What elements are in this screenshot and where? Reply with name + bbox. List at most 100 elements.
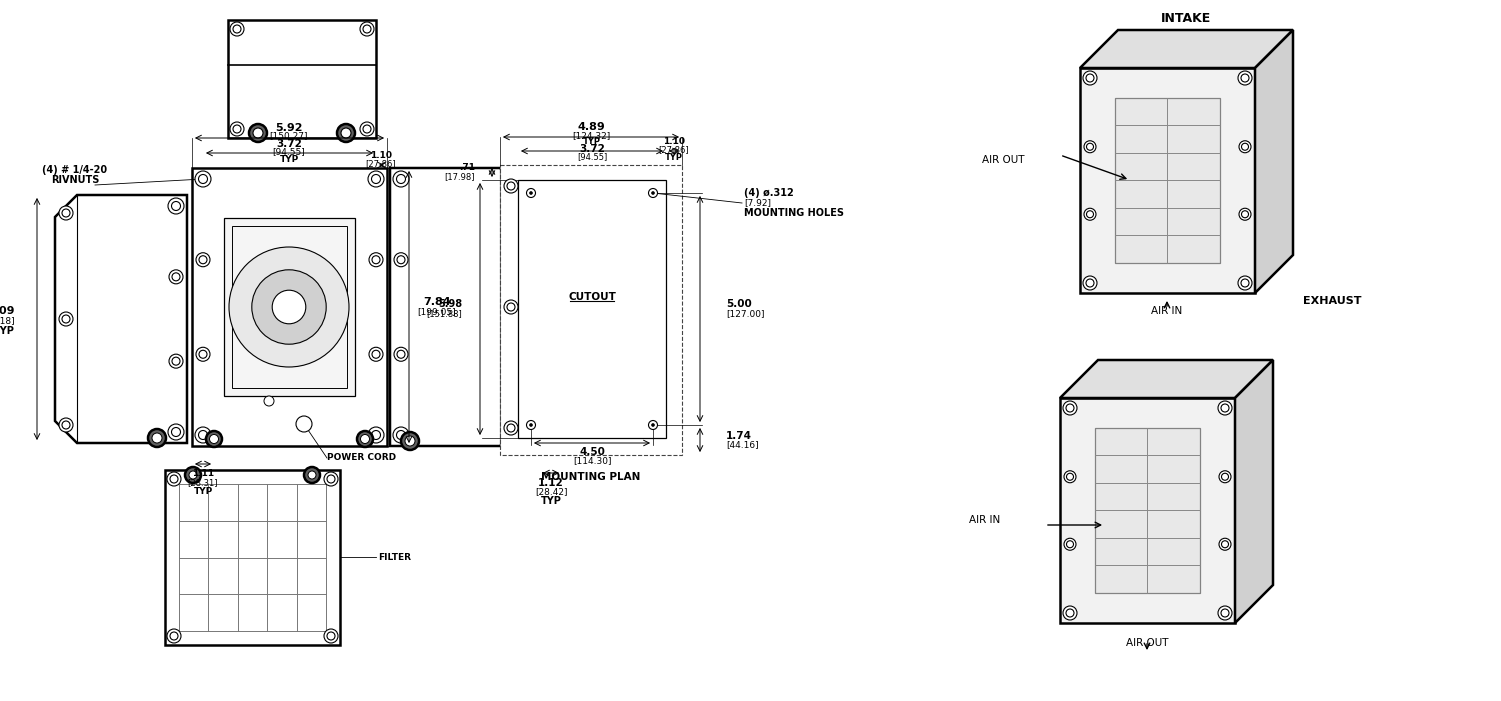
Circle shape	[189, 471, 197, 479]
Circle shape	[230, 122, 245, 136]
Text: 5.00: 5.00	[726, 299, 752, 309]
Text: [124.32]: [124.32]	[572, 132, 609, 140]
Bar	[224, 218, 356, 396]
Polygon shape	[1255, 30, 1292, 293]
Bar	[228, 20, 375, 138]
Text: FILTER: FILTER	[378, 552, 411, 562]
Polygon shape	[56, 195, 188, 443]
Circle shape	[170, 354, 183, 368]
Circle shape	[324, 629, 338, 643]
Text: 5.98: 5.98	[438, 299, 462, 309]
Circle shape	[59, 312, 74, 326]
Text: [27.86]: [27.86]	[366, 160, 396, 168]
Text: 7.84: 7.84	[423, 297, 450, 307]
Text: [94.55]: [94.55]	[576, 153, 606, 161]
Bar	[233, 226, 347, 388]
Circle shape	[1084, 208, 1096, 220]
Circle shape	[341, 128, 351, 138]
Text: 5.92: 5.92	[275, 123, 303, 133]
Circle shape	[393, 253, 408, 267]
Text: TYP: TYP	[0, 326, 15, 336]
Text: 4.50: 4.50	[579, 447, 605, 457]
Circle shape	[360, 435, 369, 444]
Circle shape	[197, 347, 210, 361]
Text: 1.12: 1.12	[539, 478, 564, 488]
Circle shape	[195, 171, 212, 187]
Circle shape	[527, 421, 536, 430]
Circle shape	[648, 189, 657, 198]
Text: 3.72: 3.72	[276, 139, 302, 149]
Circle shape	[1217, 606, 1232, 620]
Circle shape	[195, 427, 212, 443]
Circle shape	[1064, 538, 1076, 550]
Text: [28.31]: [28.31]	[188, 479, 218, 487]
Bar	[518, 180, 666, 438]
Text: 1.10: 1.10	[371, 151, 392, 161]
Circle shape	[1084, 276, 1097, 290]
Bar	[1096, 428, 1199, 593]
Circle shape	[149, 429, 167, 447]
Text: AIR OUT: AIR OUT	[1126, 638, 1168, 648]
Circle shape	[1219, 471, 1231, 483]
Circle shape	[168, 424, 185, 440]
Text: 1.10: 1.10	[663, 137, 684, 146]
Text: TYP: TYP	[279, 156, 299, 165]
Circle shape	[167, 629, 182, 643]
Text: TYP: TYP	[540, 496, 561, 506]
Polygon shape	[1081, 68, 1255, 293]
Circle shape	[167, 472, 182, 486]
Circle shape	[197, 253, 210, 267]
Circle shape	[1063, 606, 1078, 620]
Text: INTAKE: INTAKE	[1160, 11, 1211, 25]
Circle shape	[504, 300, 518, 314]
Circle shape	[369, 347, 383, 361]
Circle shape	[1238, 71, 1252, 85]
Circle shape	[401, 432, 419, 450]
Text: [17.98]: [17.98]	[444, 172, 474, 182]
Circle shape	[360, 122, 374, 136]
Circle shape	[1063, 401, 1078, 415]
Circle shape	[170, 270, 183, 284]
Circle shape	[308, 471, 317, 479]
Circle shape	[527, 189, 536, 198]
Circle shape	[360, 22, 374, 36]
Polygon shape	[1060, 398, 1235, 623]
Text: AIR IN: AIR IN	[968, 515, 1000, 525]
Polygon shape	[1060, 360, 1273, 398]
Circle shape	[1238, 208, 1250, 220]
Text: [7.92]: [7.92]	[744, 198, 772, 207]
Circle shape	[1064, 471, 1076, 483]
Circle shape	[1219, 538, 1231, 550]
Circle shape	[368, 171, 384, 187]
Circle shape	[393, 171, 408, 187]
Circle shape	[324, 472, 338, 486]
Circle shape	[338, 124, 356, 142]
Circle shape	[249, 124, 267, 142]
Circle shape	[168, 198, 185, 214]
Circle shape	[651, 191, 654, 194]
Circle shape	[369, 253, 383, 267]
Text: [127.00]: [127.00]	[726, 310, 764, 318]
Bar	[1115, 98, 1220, 263]
Text: [199.05]: [199.05]	[417, 308, 456, 316]
Text: 7.09: 7.09	[0, 306, 15, 316]
Circle shape	[210, 435, 219, 444]
Circle shape	[368, 427, 384, 443]
Text: (4) ø.312: (4) ø.312	[744, 188, 794, 198]
Circle shape	[59, 206, 74, 220]
Text: (4) # 1/4-20: (4) # 1/4-20	[42, 165, 108, 175]
Bar	[192, 168, 387, 446]
Text: TYP: TYP	[582, 137, 600, 146]
Circle shape	[252, 270, 326, 344]
Circle shape	[530, 423, 533, 426]
Text: AIR IN: AIR IN	[1151, 306, 1183, 316]
Text: [28.42]: [28.42]	[534, 487, 567, 496]
Bar	[500, 165, 681, 455]
Circle shape	[393, 347, 408, 361]
Text: 1.74: 1.74	[726, 431, 752, 441]
Text: POWER CORD: POWER CORD	[327, 454, 396, 463]
Circle shape	[264, 396, 275, 406]
Circle shape	[1238, 141, 1250, 153]
Circle shape	[1217, 401, 1232, 415]
Polygon shape	[1081, 30, 1292, 68]
